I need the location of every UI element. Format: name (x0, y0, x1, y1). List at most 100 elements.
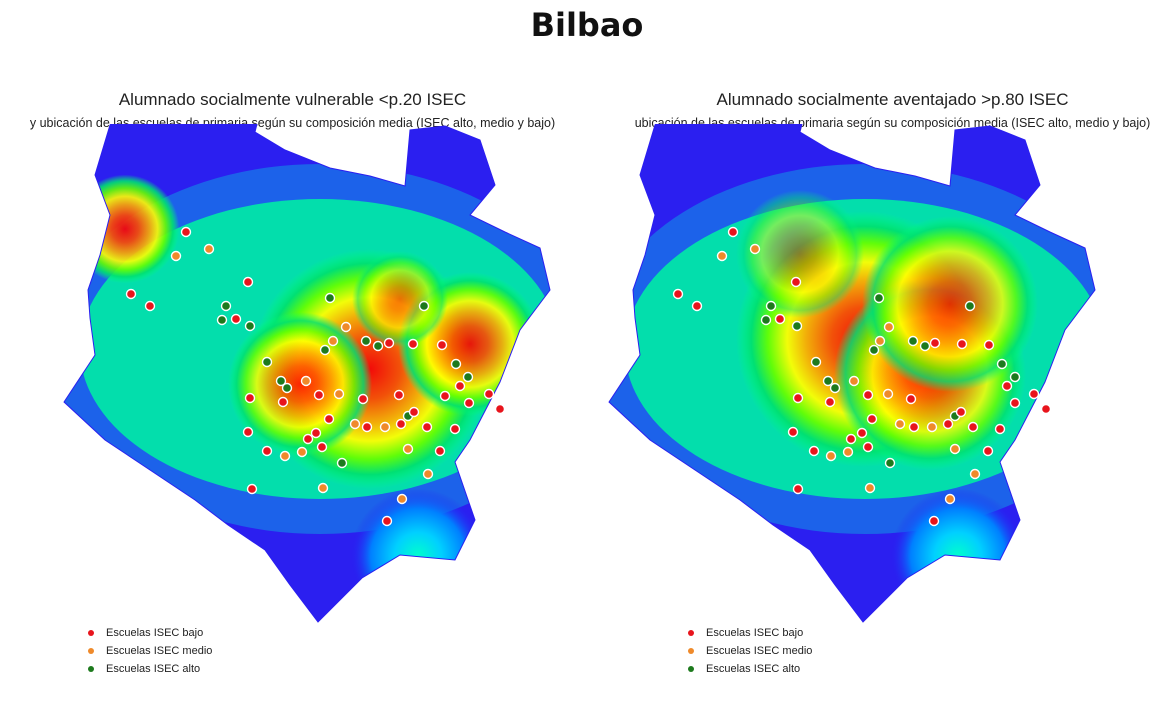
school-marker-alto (884, 457, 896, 469)
school-marker-alto (324, 292, 336, 304)
legend-dot-medio (88, 648, 94, 654)
school-marker-alto (765, 300, 777, 312)
school-marker-bajo (790, 276, 802, 288)
school-marker-alto (244, 320, 256, 332)
school-marker-medio (279, 450, 291, 462)
school-marker-bajo (439, 390, 451, 402)
school-marker-bajo (967, 421, 979, 433)
heat-coolspot (350, 488, 486, 622)
school-marker-medio (379, 421, 391, 433)
school-marker-medio (749, 243, 761, 255)
school-marker-medio (926, 421, 938, 433)
school-marker-medio (170, 250, 182, 262)
school-marker-medio (317, 482, 329, 494)
school-marker-medio (296, 446, 308, 458)
school-marker-alto (964, 300, 976, 312)
school-marker-bajo (1001, 380, 1013, 392)
legend-item-alto: Escuelas ISEC alto (688, 660, 812, 678)
school-marker-medio (349, 418, 361, 430)
school-marker-bajo (313, 389, 325, 401)
school-marker-bajo (242, 426, 254, 438)
school-marker-alto (822, 375, 834, 387)
school-marker-medio (969, 468, 981, 480)
school-marker-bajo (242, 276, 254, 288)
school-marker-alto (810, 356, 822, 368)
school-marker-medio (842, 446, 854, 458)
school-marker-medio (327, 335, 339, 347)
school-marker-medio (300, 375, 312, 387)
school-marker-alto (996, 358, 1008, 370)
heatmap-layer (609, 124, 1095, 622)
school-marker-medio (848, 375, 860, 387)
school-marker-alto (220, 300, 232, 312)
school-marker-alto (418, 300, 430, 312)
school-marker-alto (919, 340, 931, 352)
school-marker-bajo (408, 406, 420, 418)
school-marker-bajo (691, 300, 703, 312)
school-marker-bajo (246, 483, 258, 495)
school-marker-alto (873, 292, 885, 304)
heatmap-aventajado (608, 124, 1096, 623)
school-marker-alto (760, 314, 772, 326)
legend: Escuelas ISEC bajo Escuelas ISEC medio E… (88, 624, 212, 678)
school-marker-alto (372, 340, 384, 352)
school-marker-alto (336, 457, 348, 469)
legend-dot-alto (88, 666, 94, 672)
school-marker-bajo (454, 380, 466, 392)
school-marker-bajo (808, 445, 820, 457)
school-marker-medio (894, 418, 906, 430)
school-marker-bajo (277, 396, 289, 408)
school-marker-bajo (994, 423, 1006, 435)
school-marker-bajo (792, 483, 804, 495)
school-marker-medio (944, 493, 956, 505)
school-marker-alto (319, 344, 331, 356)
school-marker-bajo (261, 445, 273, 457)
school-marker-bajo (672, 288, 684, 300)
heatmap-layer (64, 124, 550, 622)
school-marker-bajo (929, 337, 941, 349)
school-marker-alto (360, 335, 372, 347)
legend-dot-bajo (88, 630, 94, 636)
legend-item-medio: Escuelas ISEC medio (88, 642, 212, 660)
school-marker-bajo (983, 339, 995, 351)
school-marker-bajo (463, 397, 475, 409)
heat-hotspot (736, 190, 864, 318)
school-marker-bajo (310, 427, 322, 439)
school-marker-bajo (483, 388, 495, 400)
page-title: Bilbao (530, 6, 644, 44)
map-outline (608, 124, 1096, 623)
legend-item-bajo: Escuelas ISEC bajo (688, 624, 812, 642)
heat-hotspot (70, 174, 180, 284)
school-marker-bajo (956, 338, 968, 350)
school-marker-bajo (845, 433, 857, 445)
school-marker-bajo (180, 226, 192, 238)
school-marker-medio (949, 443, 961, 455)
heat-hotspot (352, 251, 448, 347)
legend-label: Escuelas ISEC bajo (706, 627, 804, 639)
map-panel-vulnerable: Alumnado socialmente vulnerable <p.20 IS… (0, 84, 585, 704)
school-marker-alto (450, 358, 462, 370)
school-marker-bajo (792, 392, 804, 404)
legend-item-medio: Escuelas ISEC medio (688, 642, 812, 660)
school-marker-bajo (407, 338, 419, 350)
heat-hotspot (862, 216, 1038, 392)
school-marker-bajo (908, 421, 920, 433)
legend-item-alto: Escuelas ISEC alto (88, 660, 212, 678)
school-marker-medio (874, 335, 886, 347)
school-marker-medio (203, 243, 215, 255)
school-marker-medio (864, 482, 876, 494)
school-marker-bajo (727, 226, 739, 238)
legend-dot-alto (688, 666, 694, 672)
school-marker-bajo (230, 313, 242, 325)
legend-label: Escuelas ISEC medio (106, 645, 213, 657)
school-marker-bajo (383, 337, 395, 349)
school-marker-medio (422, 468, 434, 480)
legend-dot-bajo (688, 630, 694, 636)
school-marker-alto (868, 344, 880, 356)
school-marker-bajo (125, 288, 137, 300)
school-marker-bajo (942, 418, 954, 430)
heat-hotspot (228, 312, 372, 456)
school-marker-alto (275, 375, 287, 387)
school-marker-bajo (955, 406, 967, 418)
school-marker-bajo (421, 421, 433, 433)
